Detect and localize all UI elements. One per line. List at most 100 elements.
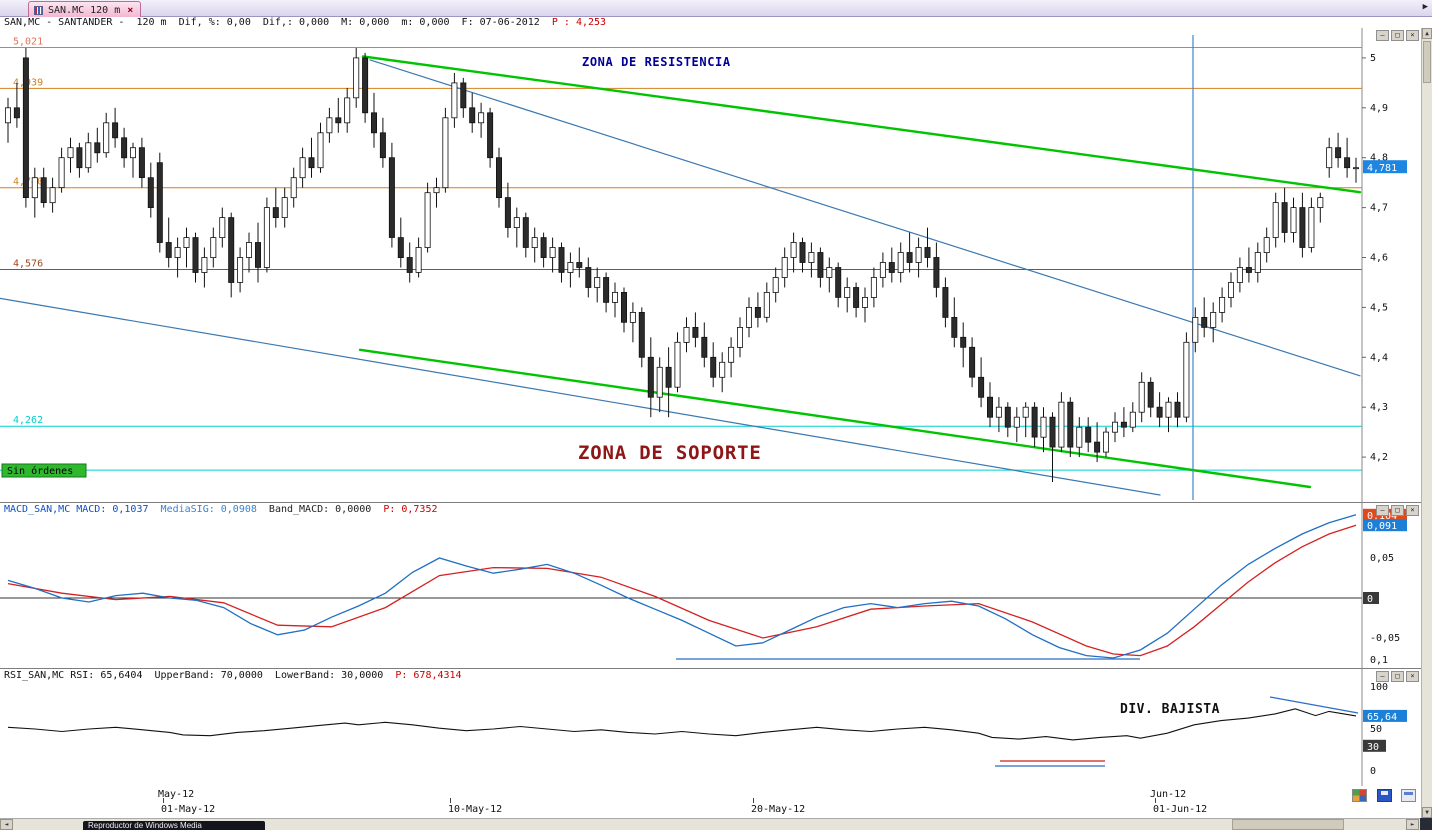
quote-header-main: SAN,MC - SANTANDER - 120 m Dif, %: 0,00 …: [4, 17, 552, 28]
macd-panel-window-controls: — □ ×: [1376, 505, 1419, 516]
axis-tick: [753, 798, 754, 803]
svg-text:4,781: 4,781: [1367, 163, 1397, 174]
taskbar-item[interactable]: Reproductor de Windows Media: [83, 821, 265, 830]
svg-text:0,05: 0,05: [1370, 553, 1394, 564]
svg-text:5: 5: [1370, 53, 1376, 64]
svg-text:65,64: 65,64: [1367, 712, 1397, 723]
close-button[interactable]: ×: [1406, 671, 1419, 682]
macd-p-value-label: P: 0,7352: [383, 504, 438, 515]
rsi-panel-window-controls: — □ ×: [1376, 671, 1419, 682]
rsi-annotation-line: [1269, 696, 1359, 714]
maximize-button[interactable]: □: [1391, 505, 1404, 516]
macd-value-badge: [1363, 519, 1407, 532]
svg-text:0: 0: [1370, 766, 1376, 777]
rsi-line: [7, 708, 1357, 741]
scroll-right-icon[interactable]: ►: [1406, 819, 1419, 830]
svg-text:50: 50: [1370, 724, 1382, 735]
quote-header: SAN,MC - SANTANDER - 120 m Dif, %: 0,00 …: [0, 17, 1432, 28]
save-icon[interactable]: [1377, 789, 1392, 802]
svg-text:4,5: 4,5: [1370, 302, 1388, 313]
tab-scroll-right-icon[interactable]: ▶: [1422, 2, 1428, 12]
svg-text:30: 30: [1367, 742, 1379, 753]
macd-value-badge: [1363, 592, 1379, 604]
taskbar-corner: [1420, 818, 1432, 830]
minimize-button[interactable]: —: [1376, 30, 1389, 41]
scroll-left-icon[interactable]: ◄: [0, 819, 13, 830]
axis-date-label: 20-May-12: [751, 804, 806, 815]
macd-signal-line: [7, 524, 1357, 657]
price-axis[interactable]: 5 4,9 4,8 4,7 4,6 4,5 4,4 4,3 4,2 4,781: [1361, 28, 1407, 502]
svg-text:4,6: 4,6: [1370, 253, 1388, 264]
svg-text:4,7: 4,7: [1370, 203, 1388, 214]
svg-text:ZONA DE SOPORTE: ZONA DE SOPORTE: [578, 442, 762, 464]
vertical-scroll-thumb[interactable]: [1423, 41, 1431, 83]
quote-last-price: P : 4,253: [551, 17, 607, 28]
vertical-scrollbar[interactable]: ▲ ▼: [1421, 28, 1432, 818]
svg-text:0,1: 0,1: [1370, 655, 1388, 666]
axis-tick: [1155, 798, 1156, 803]
axis-month-label: Jun-12: [1150, 789, 1187, 800]
macd-header: MACD_SAN,MC MACD: 0,1037 MediaSIG: 0,090…: [4, 504, 438, 515]
axis-tick: [163, 798, 164, 803]
rsi-chart-canvas[interactable]: DIV. BAJISTA 100 50 0 65,64 30: [0, 669, 1432, 786]
trendlines: [0, 55, 1362, 496]
axis-date-label: 01-Jun-12: [1153, 804, 1208, 815]
scroll-down-icon[interactable]: ▼: [1422, 807, 1432, 818]
maximize-button[interactable]: □: [1391, 30, 1404, 41]
rsi-p-value-label: P: 678,4314: [395, 670, 462, 681]
candlestick-chart-icon: [34, 5, 43, 15]
axis-tick: [450, 798, 451, 803]
svg-text:4,576: 4,576: [13, 259, 43, 270]
zone-annotations: ZONA DE RESISTENCIA ZONA DE SOPORTE: [578, 55, 762, 464]
no-orders-badge: [1, 463, 87, 478]
minimize-button[interactable]: —: [1376, 671, 1389, 682]
svg-text:0: 0: [1367, 594, 1373, 605]
macd-line: [7, 514, 1357, 659]
rsi-value-badge: [1363, 739, 1386, 752]
tab-title: SAN.MC 120 m: [48, 4, 121, 16]
horizontal-scroll-thumb[interactable]: [1232, 819, 1344, 830]
close-button[interactable]: ×: [1406, 30, 1419, 41]
rsi-axis[interactable]: 100 50 0 65,64 30: [1361, 669, 1407, 786]
mediasig-value-label: MediaSIG: 0,0908: [160, 504, 269, 515]
rsi-value-label: RSI_SAN,MC RSI: 65,6404 UpperBand: 70,00…: [4, 670, 396, 681]
axis-date-label: 10-May-12: [448, 804, 503, 815]
band-macd-value-label: Band_MACD: 0,0000: [268, 504, 384, 515]
maximize-button[interactable]: □: [1391, 671, 1404, 682]
close-button[interactable]: ×: [1406, 505, 1419, 516]
price-panel-window-controls: — □ ×: [1376, 30, 1419, 41]
svg-text:5,021: 5,021: [13, 37, 43, 48]
macd-value-label: MACD_SAN,MC MACD: 0,1037: [4, 504, 161, 515]
svg-text:0,091: 0,091: [1367, 521, 1397, 532]
rsi-header: RSI_SAN,MC RSI: 65,6404 UpperBand: 70,00…: [4, 670, 462, 681]
macd-panel: MACD_SAN,MC MACD: 0,1037 MediaSIG: 0,090…: [0, 502, 1432, 668]
time-axis: May-12 Jun-12 01-May-12 10-May-12 20-May-12 0…: [0, 786, 1432, 818]
svg-text:-0,05: -0,05: [1370, 633, 1400, 644]
svg-text:Sin órdenes: Sin órdenes: [7, 465, 73, 477]
last-price-badge: [1363, 160, 1407, 174]
tab-close-icon[interactable]: ×: [127, 4, 134, 16]
divergence-label: DIV. BAJISTA: [1120, 702, 1220, 717]
tab-bar: SAN.MC 120 m × ▶: [0, 0, 1432, 17]
svg-text:4,4: 4,4: [1370, 352, 1388, 363]
svg-text:ZONA DE RESISTENCIA: ZONA DE RESISTENCIA: [582, 55, 731, 69]
tab-san-mc-120m[interactable]: SAN.MC 120 m ×: [28, 1, 142, 17]
window-layout-icon[interactable]: [1401, 789, 1416, 802]
svg-text:4,8: 4,8: [1370, 153, 1388, 164]
svg-text:4,3: 4,3: [1370, 402, 1388, 413]
candles: [5, 48, 1360, 482]
minimize-button[interactable]: —: [1376, 505, 1389, 516]
svg-text:0,104: 0,104: [1367, 511, 1397, 522]
scroll-up-icon[interactable]: ▲: [1422, 28, 1432, 39]
axis-month-label: May-12: [158, 789, 195, 800]
svg-text:4,2: 4,2: [1370, 452, 1388, 463]
chart-style-icon[interactable]: [1352, 789, 1367, 802]
svg-text:100: 100: [1370, 682, 1388, 693]
svg-text:4,9: 4,9: [1370, 103, 1388, 114]
svg-text:4,262: 4,262: [13, 415, 43, 426]
